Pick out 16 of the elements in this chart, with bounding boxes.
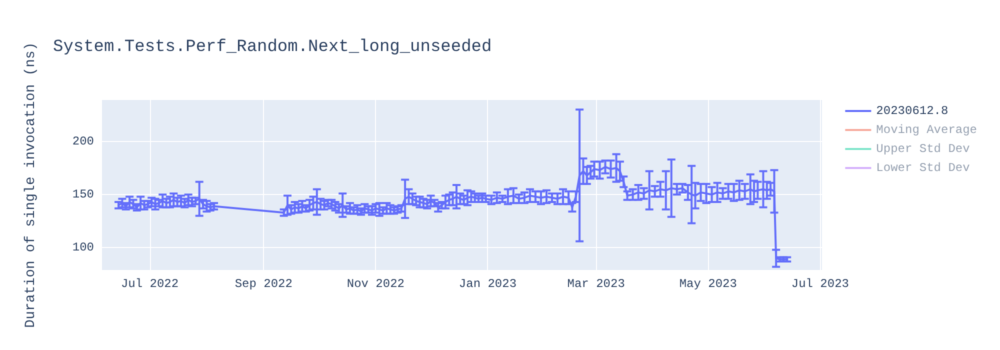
y-tick-label: 150: [72, 188, 94, 202]
x-tick-label: Jul 2022: [120, 277, 179, 291]
legend-label: 20230612.8: [876, 104, 948, 118]
x-tick-label: Nov 2022: [346, 277, 404, 291]
x-tick-label: May 2023: [679, 277, 737, 291]
y-axis-title: Duration of single invocation (ns): [23, 42, 39, 328]
x-tick-label: Mar 2023: [567, 277, 625, 291]
legend-label: Moving Average: [876, 123, 978, 137]
legend-label: Upper Std Dev: [876, 142, 970, 156]
chart-title: System.Tests.Perf_Random.Next_long_unseeded: [53, 38, 492, 57]
y-tick-label: 200: [72, 134, 94, 148]
legend-label: Lower Std Dev: [876, 161, 970, 175]
x-tick-label: Sep 2022: [234, 277, 292, 291]
x-tick-label: Jan 2023: [458, 277, 517, 291]
y-tick-label: 100: [72, 240, 94, 255]
x-tick-label: Jul 2023: [791, 277, 849, 291]
